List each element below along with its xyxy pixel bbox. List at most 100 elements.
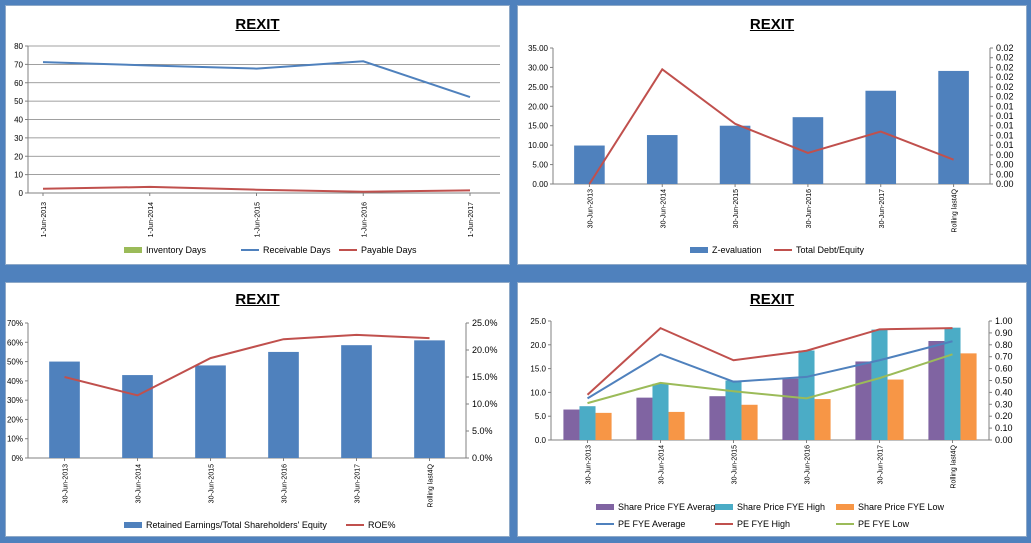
y-tick-label: 25.0 <box>530 317 546 326</box>
y-tick-label: 60 <box>14 79 23 88</box>
bar-share-price-fye-low <box>741 404 758 440</box>
bar-share-price-fye-low <box>960 353 977 440</box>
x-tick-label: 1-Jun-2013 <box>41 202 48 238</box>
bar-share-price-fye-average <box>636 397 653 440</box>
bar-z-evaluation <box>574 145 605 184</box>
y2-tick-label: 0.40 <box>995 387 1013 397</box>
x-tick-label: 30-Jun-2016 <box>805 445 812 484</box>
bar-retained-earnings-total-shareholders-equity <box>414 340 445 458</box>
y2-tick-label: 15.0% <box>472 372 498 382</box>
x-tick-label: 30-Jun-2017 <box>878 445 885 484</box>
y2-tick-label: 0.30 <box>995 399 1013 409</box>
legend-swatch <box>124 522 142 528</box>
y-tick-label: 20% <box>7 415 23 424</box>
line-receivable-days <box>42 60 471 99</box>
y2-tick-label: 0.01 <box>996 111 1014 121</box>
chart-title: REXIT <box>235 16 280 33</box>
x-tick-label: 1-Jun-2017 <box>468 202 475 238</box>
x-tick-label: 30-Jun-2013 <box>586 445 593 484</box>
y-tick-label: 10.0 <box>530 388 546 397</box>
bar-z-evaluation <box>865 90 897 184</box>
y2-tick-label: 0.00 <box>996 160 1014 170</box>
chart-panel-zevaluation: REXIT 0.00 5.00 10.00 15.00 20.00 25.00 30.00 3… <box>517 5 1027 265</box>
bar-share-price-fye-high <box>725 380 742 440</box>
x-tick-label: 30-Jun-2013 <box>587 189 594 228</box>
retained-earnings-chart-svg: 0% 10% 20% 30% 40% 50% 60% 70% 0.0% 5.0% 10.0% 15.0… <box>7 318 498 530</box>
x-tick-label: 30-Jun-2015 <box>732 445 739 484</box>
y-tick-label: 50 <box>14 97 23 106</box>
x-tick-label: 30-Jun-2015 <box>733 189 740 228</box>
line-roe <box>64 333 430 397</box>
y2-tick-label: 0.02 <box>996 82 1014 92</box>
x-tick-label: 30-Jun-2015 <box>209 464 216 503</box>
bar-retained-earnings-total-shareholders-equity <box>122 375 153 458</box>
y-tick-label: 40% <box>7 377 23 386</box>
legend-label: Share Price FYE Low <box>858 502 945 512</box>
chart-panel-days: REXIT 0 10 20 30 40 50 60 70 80 1-Jun-2013 1-Jun-2… <box>5 5 510 265</box>
legend-label: PE FYE Average <box>618 519 685 529</box>
bar-z-evaluation <box>719 125 751 184</box>
chart-panel-retained-earnings: REXIT 0% 10% 20% 30% 40% 50% 60% 70% 0.0% 5.0% 10.… <box>5 282 510 537</box>
legend-label: Inventory Days <box>146 245 207 255</box>
y2-tick-label: 0.01 <box>996 121 1014 131</box>
legend-label: Share Price FYE Average <box>618 502 720 512</box>
y-tick-label: 5.0 <box>535 412 547 421</box>
y2-tick-label: 0.10 <box>995 423 1013 433</box>
x-tick-label: Rolling last4Q <box>428 463 435 507</box>
y2-tick-label: 0.01 <box>996 101 1014 111</box>
legend-label: Payable Days <box>361 245 417 255</box>
y-tick-label: 30.00 <box>528 63 549 72</box>
legend-swatch <box>690 247 708 253</box>
y2-tick-label: 0.00 <box>995 435 1013 445</box>
y2-tick-label: 0.02 <box>996 72 1014 82</box>
bar-retained-earnings-total-shareholders-equity <box>49 361 80 458</box>
y2-tick-label: 25.0% <box>472 318 498 328</box>
y2-tick-label: 5.0% <box>472 426 493 436</box>
bar-share-price-fye-high <box>579 406 596 440</box>
legend-label: Receivable Days <box>263 245 331 255</box>
y2-tick-label: 0.70 <box>995 352 1013 362</box>
chart-title: REXIT <box>749 16 795 33</box>
x-tick-label: 30-Jun-2016 <box>806 189 813 228</box>
y2-tick-label: 0.00 <box>996 179 1014 189</box>
chart-panel-share-price: REXIT 0.0 5.0 10.0 15.0 20.0 25.0 0.00 0.10 0.20… <box>517 282 1027 537</box>
y-tick-label: 30 <box>14 134 23 143</box>
x-tick-label: 30-Jun-2016 <box>282 464 289 503</box>
x-tick-label: 30-Jun-2014 <box>660 189 667 228</box>
y-tick-label: 15.00 <box>528 122 549 131</box>
y2-tick-label: 0.01 <box>996 140 1014 150</box>
x-tick-label: 30-Jun-2014 <box>136 464 143 503</box>
x-tick-label: 1-Jun-2016 <box>361 202 368 238</box>
y-tick-label: 0.00 <box>532 180 548 189</box>
y2-tick-label: 0.02 <box>996 43 1014 53</box>
y2-tick-label: 20.0% <box>472 345 498 355</box>
legend-swatch <box>124 247 142 253</box>
y2-tick-label: 1.00 <box>995 316 1013 326</box>
bar-share-price-fye-high <box>798 350 815 440</box>
line-pe-fye-high <box>586 326 953 396</box>
bar-z-evaluation <box>938 70 969 184</box>
line-total-debt-equity <box>588 67 954 185</box>
bar-share-price-fye-high <box>944 327 961 440</box>
chart-title: REXIT <box>749 291 795 308</box>
y-tick-label: 5.00 <box>532 161 548 170</box>
legend-swatch <box>836 504 854 510</box>
legend-label: PE FYE Low <box>858 519 910 529</box>
y2-tick-label: 0.60 <box>995 364 1013 374</box>
bar-share-price-fye-average <box>782 378 799 440</box>
y2-tick-label: 10.0% <box>472 399 498 409</box>
x-tick-label: Rolling last4Q <box>951 444 958 488</box>
days-chart-svg: 0 10 20 30 40 50 60 70 80 1-Jun-2013 1-Jun-2014 1-J… <box>14 42 500 255</box>
y2-tick-label: 0.20 <box>995 411 1013 421</box>
legend-label: PE FYE High <box>737 519 790 529</box>
legend-label: Total Debt/Equity <box>796 245 865 255</box>
bar-share-price-fye-average <box>928 340 945 440</box>
bar-share-price-fye-low <box>595 412 612 440</box>
y2-tick-label: 0.01 <box>996 130 1014 140</box>
legend-label: Z-evaluation <box>712 245 762 255</box>
line-payable-days <box>42 185 471 193</box>
legend-swatch <box>715 504 733 510</box>
bar-share-price-fye-low <box>887 379 904 440</box>
y-tick-label: 25.00 <box>528 83 549 92</box>
zevaluation-chart-svg: 0.00 5.00 10.00 15.00 20.00 25.00 30.00 35.00 0.… <box>528 43 1014 255</box>
